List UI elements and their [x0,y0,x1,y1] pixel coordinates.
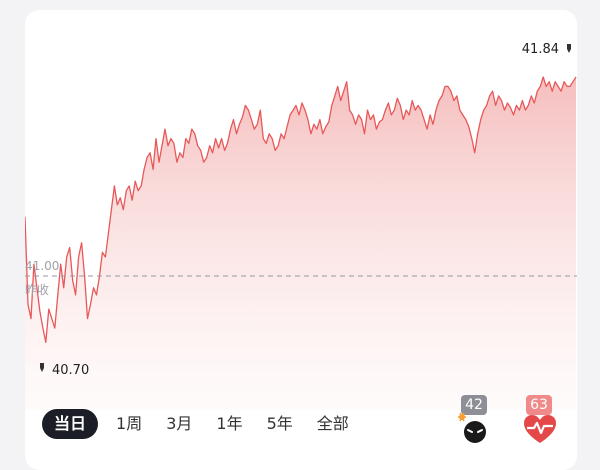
tab-1-year[interactable]: 1年 [216,414,243,433]
bomb-count-badge: 42 [461,395,487,415]
tab-today[interactable]: 当日 [42,409,99,439]
heart-indicator[interactable]: 63 [520,395,560,445]
price-area-fill [25,77,576,410]
period-tabs: 当日 1周 3月 1年 5年 全部 [42,409,361,439]
price-chart: 41.00 昨收 41.84 40.70 [25,42,577,410]
bomb-icon [458,412,486,443]
low-pin-icon [40,363,44,372]
bomb-indicator[interactable]: 42 [455,395,495,445]
prev-close-label: 昨收 [25,283,49,297]
tab-3-months[interactable]: 3月 [166,414,193,433]
high-pin-icon [567,44,571,53]
tab-all[interactable]: 全部 [316,414,349,433]
tab-1-week[interactable]: 1周 [116,414,143,433]
heart-count-badge: 63 [526,395,552,415]
prev-close-value: 41.00 [25,259,59,273]
low-price-label: 40.70 [52,363,89,378]
tab-5-years[interactable]: 5年 [266,414,293,433]
price-line [25,76,577,343]
chart-card: 41.00 昨收 41.84 40.70 [25,10,577,470]
high-price-label: 41.84 [522,42,559,57]
heartbeat-icon [524,415,556,443]
